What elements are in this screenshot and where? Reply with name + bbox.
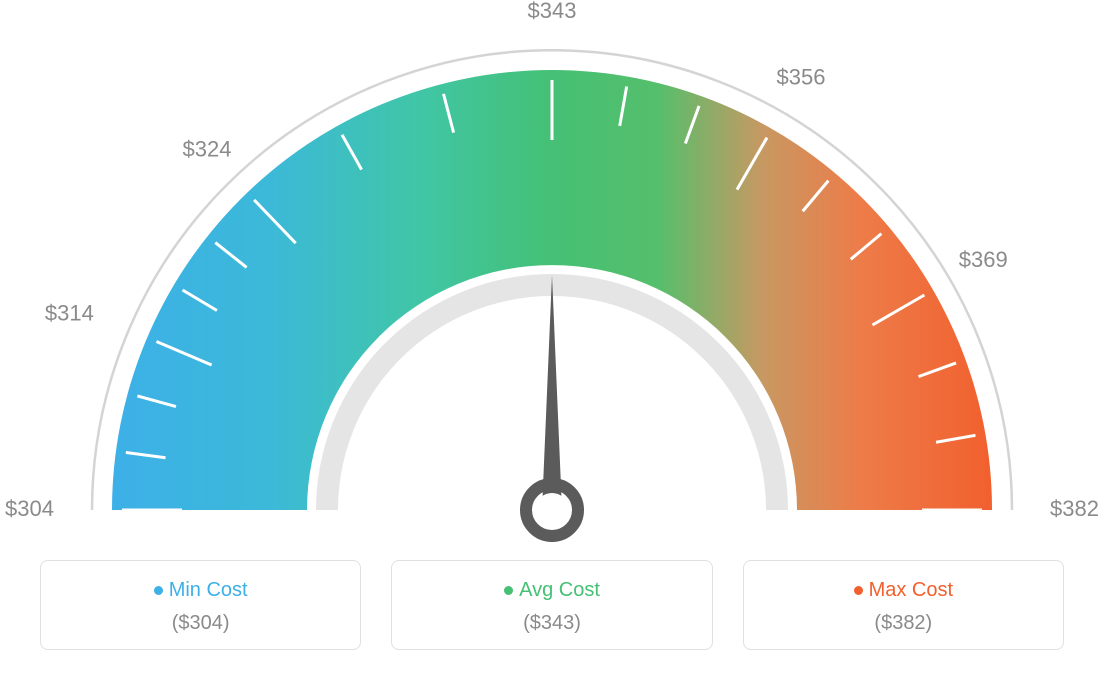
legend-min-title: Min Cost xyxy=(51,579,350,602)
svg-text:$324: $324 xyxy=(183,137,232,162)
legend-row: Min Cost ($304) Avg Cost ($343) Max Cost… xyxy=(0,560,1104,650)
legend-card-avg: Avg Cost ($343) xyxy=(391,560,712,650)
legend-card-min: Min Cost ($304) xyxy=(40,560,361,650)
legend-avg-value: ($343) xyxy=(402,612,701,635)
legend-max-title: Max Cost xyxy=(754,579,1053,602)
svg-text:$314: $314 xyxy=(45,301,94,326)
dot-icon xyxy=(504,586,513,595)
svg-text:$356: $356 xyxy=(777,65,826,90)
legend-card-max: Max Cost ($382) xyxy=(743,560,1064,650)
dot-icon xyxy=(154,586,163,595)
svg-text:$369: $369 xyxy=(959,247,1008,272)
legend-min-value: ($304) xyxy=(51,612,350,635)
legend-max-label: Max Cost xyxy=(869,579,953,601)
gauge-container: $304 $314 $324 $343 $356 $369 $382 xyxy=(0,0,1104,560)
svg-text:$382: $382 xyxy=(1050,496,1099,521)
svg-text:$343: $343 xyxy=(528,0,577,23)
legend-max-value: ($382) xyxy=(754,612,1053,635)
gauge-chart: $304 $314 $324 $343 $356 $369 $382 xyxy=(0,0,1104,560)
legend-avg-label: Avg Cost xyxy=(519,579,600,601)
svg-text:$304: $304 xyxy=(5,496,54,521)
legend-avg-title: Avg Cost xyxy=(402,579,701,602)
dot-icon xyxy=(854,586,863,595)
legend-min-label: Min Cost xyxy=(169,579,248,601)
